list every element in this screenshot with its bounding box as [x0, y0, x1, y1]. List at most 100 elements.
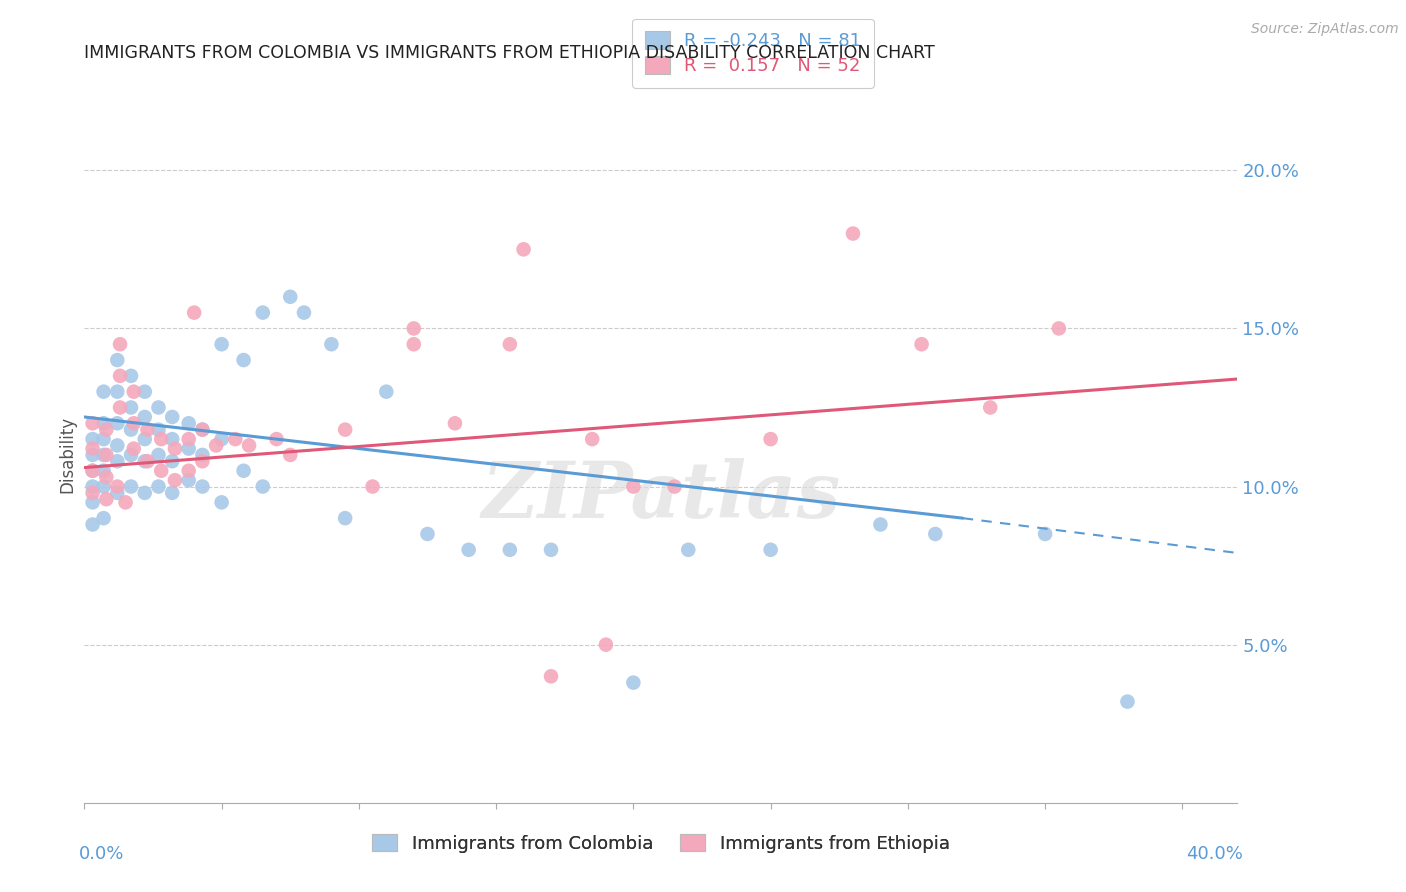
Point: [540, 669, 562, 683]
Point: [160, 409, 183, 424]
Point: [148, 479, 170, 493]
Point: [278, 448, 301, 462]
Point: [82, 479, 104, 493]
Point: [278, 290, 301, 304]
Point: [122, 417, 145, 431]
Point: [177, 464, 200, 478]
Text: IMMIGRANTS FROM COLOMBIA VS IMMIGRANTS FROM ETHIOPIA DISABILITY CORRELATION CHAR: IMMIGRANTS FROM COLOMBIA VS IMMIGRANTS F…: [84, 45, 935, 62]
Point: [759, 432, 782, 446]
Point: [93, 464, 115, 478]
Point: [540, 542, 562, 557]
Point: [238, 438, 260, 452]
Point: [581, 432, 603, 446]
Point: [759, 542, 782, 557]
Point: [120, 479, 142, 493]
Point: [402, 321, 425, 335]
Point: [134, 409, 156, 424]
Point: [150, 464, 173, 478]
Point: [120, 448, 142, 462]
Point: [191, 423, 214, 437]
Point: [416, 527, 439, 541]
Point: [402, 337, 425, 351]
Point: [108, 368, 131, 383]
Point: [82, 495, 104, 509]
Point: [1033, 527, 1056, 541]
Point: [120, 368, 142, 383]
Point: [512, 243, 534, 257]
Point: [1047, 321, 1070, 335]
Point: [134, 486, 156, 500]
Point: [82, 448, 104, 462]
Point: [82, 517, 104, 532]
Point: [444, 417, 467, 431]
Point: [93, 479, 115, 493]
Point: [93, 432, 115, 446]
Point: [105, 384, 128, 399]
Point: [108, 401, 131, 415]
Point: [177, 432, 200, 446]
Point: [96, 423, 118, 437]
Y-axis label: Disability: Disability: [58, 417, 76, 493]
Point: [96, 470, 118, 484]
Point: [252, 305, 274, 319]
Point: [910, 337, 932, 351]
Point: [105, 417, 128, 431]
Point: [93, 417, 115, 431]
Point: [82, 432, 104, 446]
Point: [105, 353, 128, 368]
Text: 0.0%: 0.0%: [79, 845, 124, 863]
Text: Source: ZipAtlas.com: Source: ZipAtlas.com: [1251, 22, 1399, 37]
Point: [82, 464, 104, 478]
Point: [979, 401, 1001, 415]
Point: [148, 401, 170, 415]
Point: [105, 486, 128, 500]
Point: [211, 337, 233, 351]
Point: [108, 337, 131, 351]
Point: [160, 454, 183, 468]
Point: [105, 479, 128, 493]
Point: [120, 423, 142, 437]
Point: [191, 448, 214, 462]
Point: [177, 442, 200, 456]
Point: [177, 473, 200, 487]
Point: [361, 479, 384, 493]
Point: [82, 442, 104, 456]
Text: ZIPatlas: ZIPatlas: [481, 458, 841, 535]
Point: [93, 511, 115, 525]
Point: [105, 454, 128, 468]
Point: [122, 442, 145, 456]
Point: [232, 464, 254, 478]
Point: [177, 417, 200, 431]
Point: [621, 675, 644, 690]
Point: [150, 432, 173, 446]
Point: [678, 542, 700, 557]
Point: [333, 511, 356, 525]
Point: [114, 495, 136, 509]
Point: [1116, 695, 1139, 709]
Text: 40.0%: 40.0%: [1187, 845, 1243, 863]
Point: [134, 432, 156, 446]
Point: [136, 423, 159, 437]
Point: [211, 432, 233, 446]
Point: [163, 473, 186, 487]
Point: [148, 448, 170, 462]
Point: [191, 479, 214, 493]
Point: [96, 448, 118, 462]
Point: [134, 454, 156, 468]
Legend: Immigrants from Colombia, Immigrants from Ethiopia: Immigrants from Colombia, Immigrants fro…: [361, 823, 960, 863]
Point: [160, 432, 183, 446]
Point: [183, 305, 205, 319]
Point: [82, 464, 104, 478]
Point: [252, 479, 274, 493]
Point: [595, 638, 617, 652]
Point: [621, 479, 644, 493]
Point: [499, 542, 522, 557]
Point: [82, 486, 104, 500]
Point: [163, 442, 186, 456]
Point: [333, 423, 356, 437]
Point: [205, 438, 228, 452]
Point: [499, 337, 522, 351]
Point: [93, 448, 115, 462]
Point: [664, 479, 686, 493]
Point: [96, 492, 118, 507]
